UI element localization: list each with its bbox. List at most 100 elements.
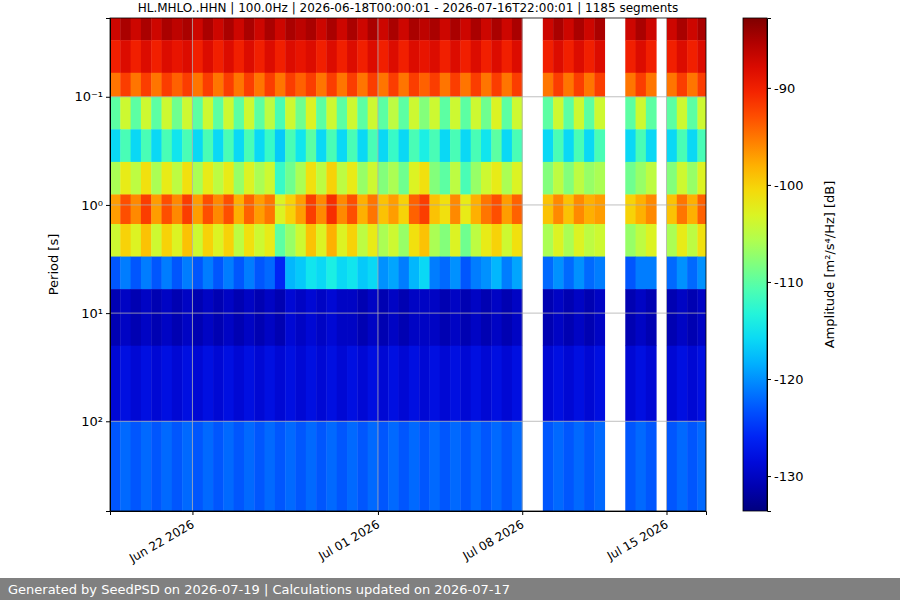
heat-cell bbox=[213, 257, 224, 290]
heat-cell bbox=[347, 289, 358, 346]
heat-cell bbox=[419, 421, 430, 511]
heat-cell bbox=[223, 97, 234, 130]
heat-cell bbox=[192, 129, 203, 162]
heat-cell bbox=[563, 162, 574, 195]
heat-cell bbox=[110, 289, 121, 346]
heat-cell bbox=[213, 97, 224, 130]
grid-line bbox=[110, 96, 706, 97]
heat-cell bbox=[182, 346, 193, 422]
heat-cell bbox=[131, 224, 142, 257]
heat-cell bbox=[110, 421, 121, 511]
heat-cell bbox=[697, 18, 706, 41]
heat-cell bbox=[563, 73, 574, 97]
heat-cell bbox=[254, 224, 265, 257]
heat-cell bbox=[409, 346, 420, 422]
heat-cell bbox=[203, 257, 214, 290]
heat-cell bbox=[440, 194, 451, 224]
heat-cell bbox=[666, 421, 677, 511]
heat-cell bbox=[502, 73, 513, 97]
heat-cell bbox=[295, 162, 306, 195]
heat-cell bbox=[368, 421, 379, 511]
heat-cell bbox=[666, 40, 677, 73]
heat-cell bbox=[192, 73, 203, 97]
tick-label: -100 bbox=[774, 178, 804, 193]
heat-cell bbox=[182, 194, 193, 224]
heat-cell bbox=[131, 346, 142, 422]
heat-cell bbox=[636, 194, 647, 224]
heat-cell bbox=[213, 346, 224, 422]
heat-cell bbox=[450, 40, 461, 73]
heat-cell bbox=[666, 97, 677, 130]
heat-cell bbox=[295, 421, 306, 511]
heat-cell bbox=[697, 73, 706, 97]
heat-cell bbox=[285, 97, 296, 130]
heat-cell bbox=[162, 224, 173, 257]
heat-cell bbox=[563, 346, 574, 422]
heat-cell bbox=[203, 194, 214, 224]
heat-cell bbox=[141, 162, 152, 195]
heat-cell bbox=[337, 18, 348, 41]
heat-cell bbox=[584, 129, 595, 162]
heat-cell bbox=[316, 257, 327, 290]
heat-cell bbox=[316, 421, 327, 511]
heat-cell bbox=[388, 162, 399, 195]
heat-cell bbox=[563, 194, 574, 224]
heat-cell bbox=[120, 224, 131, 257]
heat-cell bbox=[368, 194, 379, 224]
heat-cell bbox=[625, 97, 636, 130]
heat-cell bbox=[110, 257, 121, 290]
heat-cell bbox=[295, 73, 306, 97]
heat-cell bbox=[223, 18, 234, 41]
heat-cell bbox=[625, 73, 636, 97]
heat-cell bbox=[275, 129, 286, 162]
heat-cell bbox=[409, 194, 420, 224]
heat-cell bbox=[553, 289, 564, 346]
heat-cell bbox=[234, 346, 245, 422]
cells bbox=[110, 18, 706, 511]
heat-cell bbox=[594, 18, 605, 41]
heat-cell bbox=[646, 346, 657, 422]
heat-cell bbox=[275, 73, 286, 97]
heat-cell bbox=[574, 40, 585, 73]
heat-cell bbox=[677, 18, 688, 41]
heat-cell bbox=[553, 257, 564, 290]
heat-cell bbox=[388, 73, 399, 97]
heat-cell bbox=[677, 194, 688, 224]
heat-cell bbox=[141, 289, 152, 346]
heat-cell bbox=[399, 421, 410, 511]
heat-cell bbox=[636, 257, 647, 290]
heat-cell bbox=[110, 162, 121, 195]
heat-cell bbox=[543, 346, 554, 422]
footer-bar bbox=[0, 578, 900, 600]
heat-cell bbox=[151, 257, 162, 290]
heat-cell bbox=[337, 224, 348, 257]
heat-cell bbox=[357, 162, 368, 195]
heat-cell bbox=[244, 97, 255, 130]
heat-cell bbox=[388, 257, 399, 290]
heat-cell bbox=[378, 421, 389, 511]
tick-label: Jul 01 2026 bbox=[315, 517, 382, 564]
heat-cell bbox=[388, 18, 399, 41]
heat-cell bbox=[574, 257, 585, 290]
heat-cell bbox=[172, 194, 183, 224]
heat-cell bbox=[543, 162, 554, 195]
heat-cell bbox=[471, 346, 482, 422]
heat-cell bbox=[347, 73, 358, 97]
heat-cell bbox=[110, 73, 121, 97]
heat-cell bbox=[182, 73, 193, 97]
tick-mark bbox=[767, 185, 771, 186]
heat-cell bbox=[563, 129, 574, 162]
heat-cell bbox=[285, 73, 296, 97]
heat-cell bbox=[677, 129, 688, 162]
heat-cell bbox=[162, 289, 173, 346]
heat-cell bbox=[409, 18, 420, 41]
heat-cell bbox=[419, 162, 430, 195]
heat-cell bbox=[409, 97, 420, 130]
heat-cell bbox=[378, 162, 389, 195]
heat-cell bbox=[368, 257, 379, 290]
axis-line bbox=[111, 512, 707, 516]
heat-cell bbox=[625, 129, 636, 162]
heat-cell bbox=[419, 257, 430, 290]
heat-cell bbox=[265, 421, 276, 511]
heat-cell bbox=[131, 40, 142, 73]
